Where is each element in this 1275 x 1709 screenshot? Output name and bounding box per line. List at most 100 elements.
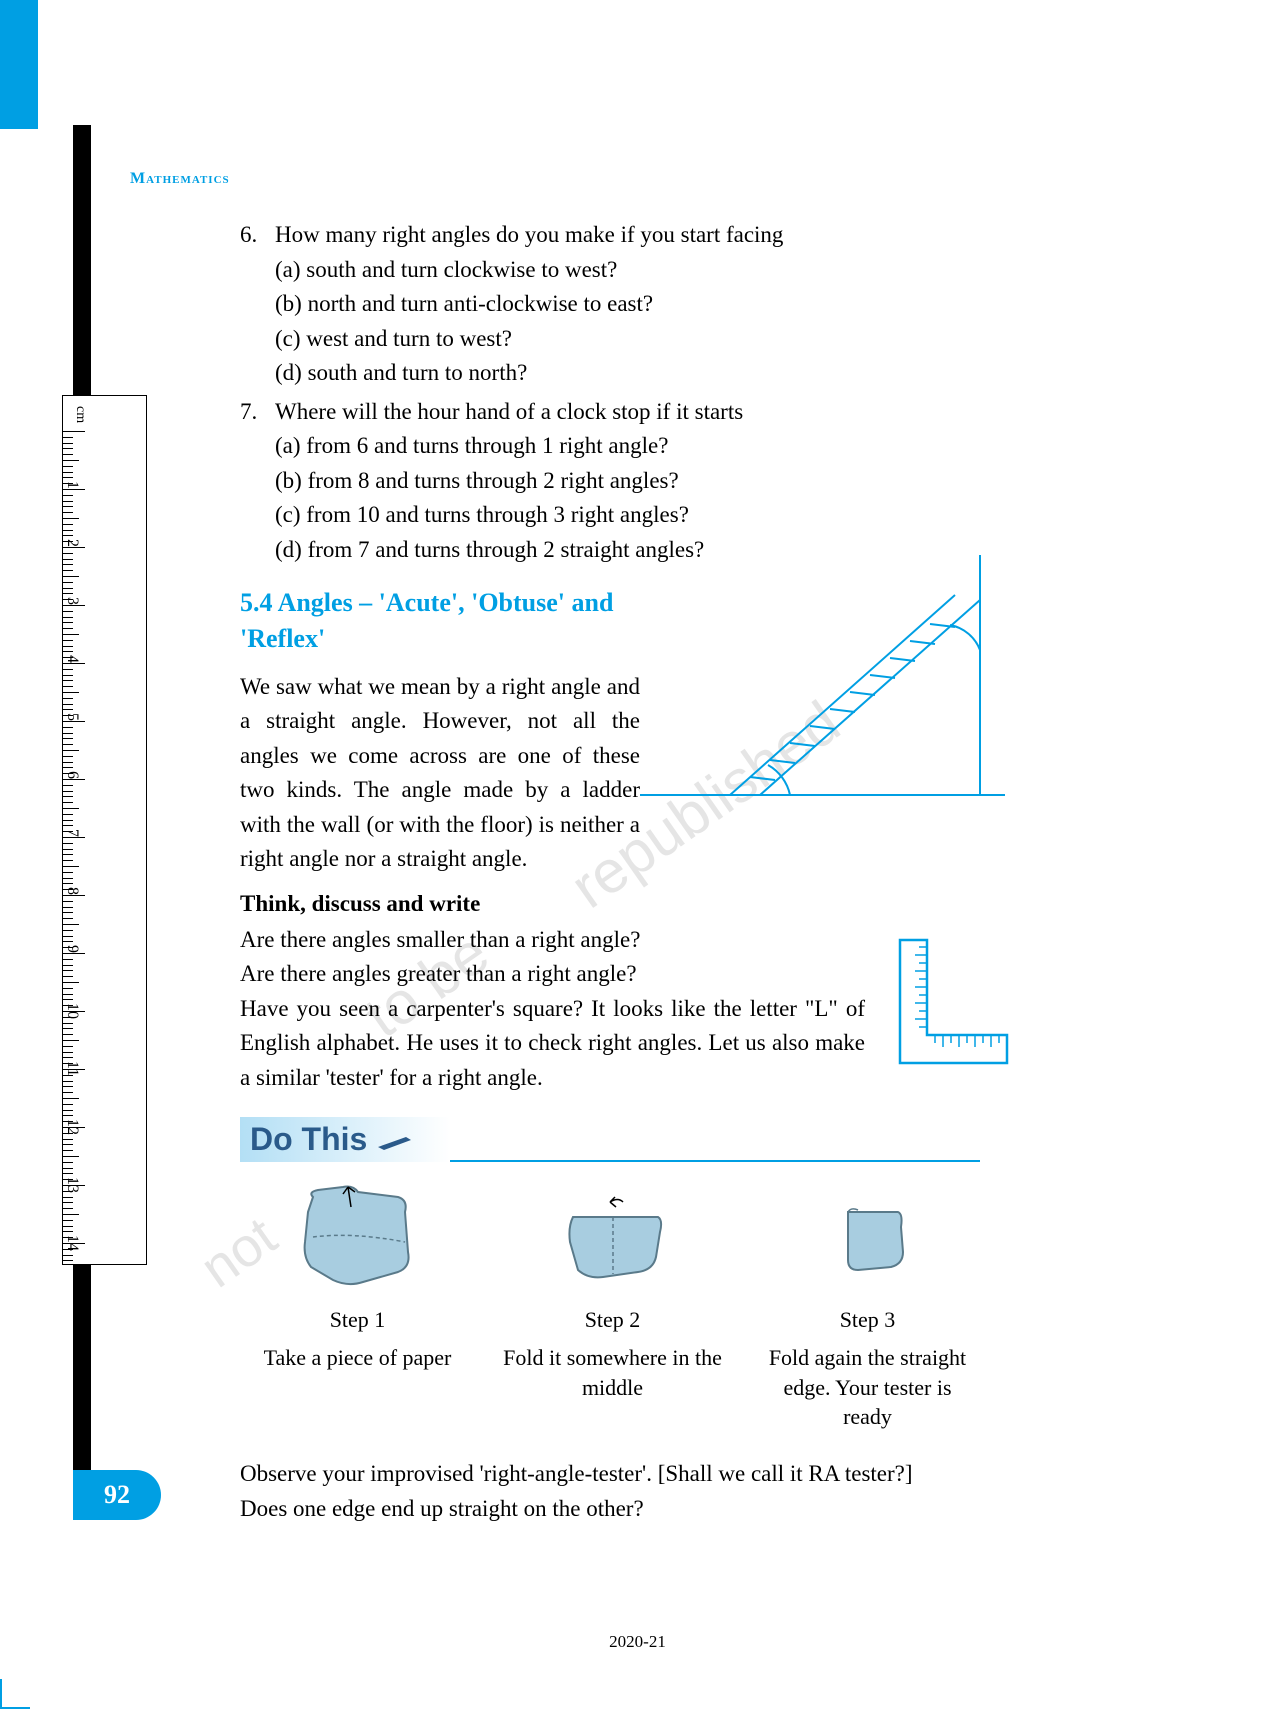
section-title: 5.4 Angles – 'Acute', 'Obtuse' and 'Refl… [240,585,640,658]
ruler-tick [63,1034,73,1035]
ruler-tick [63,907,73,908]
ruler-tick [63,1104,73,1105]
q7-text: Where will the hour hand of a clock stop… [275,399,743,424]
ruler-tick [63,698,73,699]
ruler-tick [63,767,73,768]
ruler-tick [63,437,73,438]
ruler-tick [63,1202,73,1203]
ruler-tick [63,802,73,803]
ruler-number: 11 [63,1061,81,1076]
ruler-tick [63,530,73,531]
ruler-tick [63,895,85,896]
ruler-tick [63,791,73,792]
subject-label: Mathematics [130,170,230,188]
ruler-tick [63,640,73,641]
main-content: 6.How many right angles do you make if y… [240,218,985,1526]
ruler-tick [63,854,73,855]
paper-step2-figure [548,1182,678,1292]
ruler-tick [63,936,73,937]
step-1: Step 1 Take a piece of paper [248,1182,468,1432]
ruler-tick [63,982,79,983]
page-number-tab: 92 [73,1470,161,1520]
ruler-tick [63,1052,73,1053]
ruler-tick [63,733,73,734]
ruler-tick [63,443,73,444]
q6-c: (c) west and turn to west? [240,322,985,357]
step3-text: Fold again the straight edge. Your teste… [758,1343,978,1432]
ruler-tick [63,460,79,461]
ruler-tick [63,883,73,884]
ruler-tick [63,547,85,548]
para-q2: Are there angles greater than a right an… [240,957,985,992]
footer-year: 2020-21 [0,1632,1275,1652]
ruler-tick [63,1098,79,1099]
ruler-number: 14 [63,1235,81,1251]
ruler-tick [63,1231,73,1232]
ruler-tick [63,1092,73,1093]
ruler-tick [63,1150,73,1151]
ruler-tick [63,1028,73,1029]
ladder-figure [640,555,1005,805]
question-6: 6.How many right angles do you make if y… [240,218,985,253]
do-this-text: Do This [250,1121,367,1157]
ruler-tick [63,738,73,739]
ruler-tick [63,651,73,652]
ruler-tick [63,744,73,745]
ruler-tick [63,1023,73,1024]
ruler-number: 7 [63,829,81,837]
pen-icon [376,1132,416,1152]
ruler-tick [63,843,73,844]
ruler-tick [63,692,79,693]
closing-line1: Observe your improvised 'right-angle-tes… [240,1457,985,1492]
ruler-tick [63,1139,73,1140]
step2-title: Step 2 [503,1305,723,1335]
ruler-tick [63,582,73,583]
ruler-tick [63,628,73,629]
ruler-tick [63,820,73,821]
ruler-tick [63,930,73,931]
step3-title: Step 3 [758,1305,978,1335]
ruler-tick [63,1173,73,1174]
q6-number: 6. [240,218,275,253]
ruler-tick [63,680,73,681]
ruler-tick [63,1255,73,1256]
steps-row: Step 1 Take a piece of paper Step 2 Fold… [240,1182,985,1432]
ruler-tick [63,454,73,455]
ruler-tick [63,924,79,925]
q7-b: (b) from 8 and turns through 2 right ang… [240,464,985,499]
ruler-tick [63,825,73,826]
ruler-tick [63,1162,73,1163]
ruler-tick [63,970,73,971]
ruler-tick [63,756,73,757]
ruler-tick [63,837,85,838]
ruler-tick [63,593,73,594]
ruler-tick [63,912,73,913]
ruler-tick [63,622,73,623]
ruler-unit-label: cm [72,406,88,423]
ruler-tick [63,796,73,797]
ruler-tick [63,669,73,670]
ruler-number: 5 [63,713,81,721]
ruler-tick [63,727,73,728]
step-2: Step 2 Fold it somewhere in the middle [503,1182,723,1432]
section-para1: We saw what we mean by a right angle and… [240,670,640,877]
ruler-tick [63,431,85,432]
paper-step1-figure [293,1182,423,1292]
ruler-tick [63,617,73,618]
ruler-tick [63,524,73,525]
step1-text: Take a piece of paper [248,1343,468,1373]
q7-a: (a) from 6 and turns through 1 right ang… [240,429,985,464]
ruler-tick [63,506,73,507]
top-blue-strip [0,0,38,129]
question-7: 7.Where will the hour hand of a clock st… [240,395,985,430]
ruler-tick [63,866,79,867]
ruler-tick [63,472,73,473]
ruler-tick [63,663,85,664]
ruler-tick [63,489,85,490]
think-discuss-heading: Think, discuss and write [240,891,985,917]
q6-d: (d) south and turn to north? [240,356,985,391]
ruler-number: 2 [63,539,81,547]
para-carpenter: Have you seen a carpenter's square? It l… [240,992,865,1096]
ruler-tick [63,988,73,989]
step2-text: Fold it somewhere in the middle [503,1343,723,1402]
